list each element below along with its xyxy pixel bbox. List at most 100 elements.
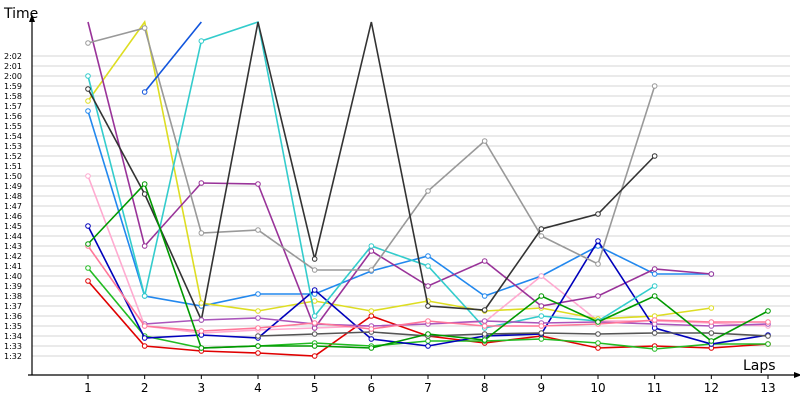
data-point xyxy=(368,248,375,254)
x-tick-label: 6 xyxy=(368,381,376,395)
data-point xyxy=(595,345,601,351)
y-tick-label: 1:55 xyxy=(4,122,22,131)
data-point xyxy=(141,89,148,95)
data-point xyxy=(595,331,601,337)
data-point xyxy=(481,337,488,343)
data-point xyxy=(311,313,318,319)
grid xyxy=(32,55,790,357)
data-point xyxy=(538,233,545,239)
series-line xyxy=(85,181,771,351)
y-tick-label: 1:43 xyxy=(4,242,22,251)
y-tick-label: 1:48 xyxy=(4,192,22,201)
data-point xyxy=(481,323,488,329)
data-point xyxy=(651,266,658,272)
axes xyxy=(28,14,800,378)
data-point xyxy=(311,320,318,326)
data-point xyxy=(311,343,318,349)
data-point xyxy=(141,243,148,249)
data-point xyxy=(368,326,375,332)
data-point xyxy=(425,253,431,259)
series-path xyxy=(87,110,712,307)
y-tick-label: 1:46 xyxy=(4,212,22,221)
data-point xyxy=(368,313,375,319)
series-line xyxy=(85,243,771,334)
data-point xyxy=(141,343,148,349)
x-tick-label: 7 xyxy=(424,381,432,395)
data-point xyxy=(85,73,91,79)
data-point xyxy=(198,38,205,44)
data-point xyxy=(141,323,148,329)
data-point xyxy=(595,211,601,217)
data-point xyxy=(595,238,601,244)
y-tick-label: 1:52 xyxy=(4,152,22,161)
series-path xyxy=(144,317,769,327)
y-tick-label: 1:32 xyxy=(4,352,22,361)
data-point xyxy=(651,153,658,159)
y-tick-label: 1:54 xyxy=(4,132,22,141)
data-point xyxy=(85,223,91,229)
y-tick-label: 1:57 xyxy=(4,102,22,111)
y-axis-title: Time xyxy=(3,6,38,22)
data-point xyxy=(538,293,545,299)
series-line xyxy=(85,25,658,273)
data-point xyxy=(481,331,488,337)
x-tick-label: 11 xyxy=(647,381,662,395)
data-point xyxy=(425,343,431,349)
data-point xyxy=(595,293,601,299)
data-point xyxy=(538,330,545,336)
data-point xyxy=(708,271,715,277)
data-point xyxy=(481,318,488,324)
data-point xyxy=(651,330,658,336)
data-point xyxy=(651,283,658,289)
x-tick-label: 8 xyxy=(481,381,489,395)
y-tick-label: 2:00 xyxy=(4,72,22,81)
data-point xyxy=(198,328,205,334)
data-point xyxy=(595,261,601,267)
data-point xyxy=(311,298,318,304)
data-point xyxy=(765,319,771,325)
y-tick-label: 1:59 xyxy=(4,82,22,91)
tick-labels: 1:321:331:341:351:361:371:381:391:401:41… xyxy=(4,52,776,395)
data-point xyxy=(311,287,318,293)
data-point xyxy=(765,308,771,314)
x-tick-label: 12 xyxy=(704,381,719,395)
series-path xyxy=(257,331,769,337)
data-point xyxy=(255,291,261,297)
data-point xyxy=(198,230,205,236)
data-point xyxy=(765,333,771,339)
y-tick-label: 1:39 xyxy=(4,282,22,291)
data-point xyxy=(255,325,261,331)
x-tick-label: 2 xyxy=(141,381,149,395)
y-tick-label: 1:34 xyxy=(4,332,22,341)
data-point xyxy=(538,323,545,329)
series-line xyxy=(87,21,715,331)
data-point xyxy=(538,273,545,279)
data-point xyxy=(538,313,545,319)
series-group xyxy=(85,20,771,359)
data-point xyxy=(595,340,601,346)
y-tick-label: 2:01 xyxy=(4,62,22,71)
x-axis-title: Laps xyxy=(743,358,776,374)
x-tick-label: 1 xyxy=(84,381,92,395)
data-point xyxy=(198,180,205,186)
data-point xyxy=(255,350,261,356)
x-tick-label: 5 xyxy=(311,381,319,395)
data-point xyxy=(198,317,205,323)
data-point xyxy=(85,40,91,46)
x-tick-label: 9 xyxy=(538,381,546,395)
y-tick-label: 1:40 xyxy=(4,272,22,281)
data-point xyxy=(538,226,545,232)
data-point xyxy=(311,331,318,337)
data-point xyxy=(425,263,431,269)
data-point xyxy=(651,271,658,277)
data-point xyxy=(85,86,91,92)
data-point xyxy=(425,303,431,309)
y-tick-label: 1:33 xyxy=(4,342,22,351)
data-point xyxy=(425,283,431,289)
series-line xyxy=(141,21,202,95)
series-path xyxy=(87,27,656,271)
data-point xyxy=(255,181,261,187)
y-tick-label: 1:42 xyxy=(4,252,22,261)
data-point xyxy=(651,317,658,323)
